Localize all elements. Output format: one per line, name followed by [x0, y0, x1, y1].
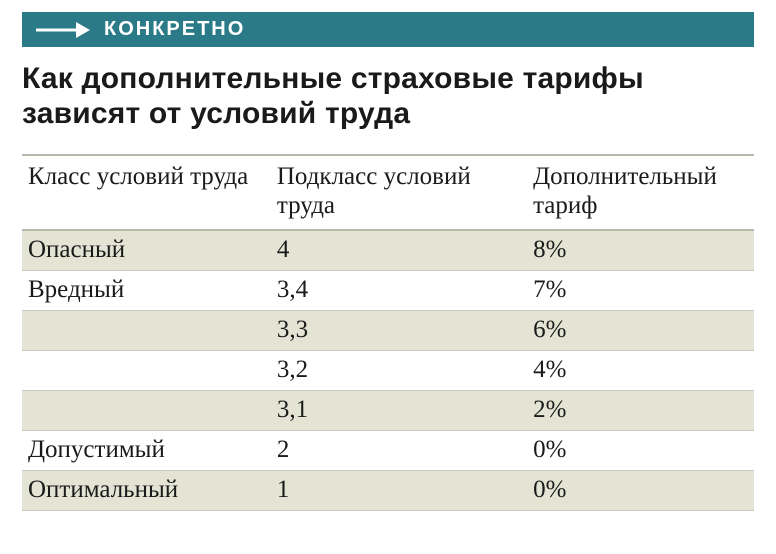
table-row: Вредный3,47% [22, 270, 754, 310]
table-row: Опасный48% [22, 230, 754, 271]
table-cell: 3,2 [271, 350, 527, 390]
tariff-table: Класс условий труда Подкласс условий тру… [22, 154, 754, 511]
table-cell: Опасный [22, 230, 271, 271]
page-title: Как дополнительные страховые тарифы зави… [22, 61, 754, 132]
col-header-tariff: Дополнительный тариф [527, 155, 754, 230]
arrow-right-icon [36, 21, 90, 39]
table-row: 3,24% [22, 350, 754, 390]
table-row: Оптимальный10% [22, 470, 754, 510]
table-header-row: Класс условий труда Подкласс условий тру… [22, 155, 754, 230]
table-cell: 3,4 [271, 270, 527, 310]
table-cell [22, 350, 271, 390]
col-header-class: Класс условий труда [22, 155, 271, 230]
table-cell: 6% [527, 310, 754, 350]
table-cell: 3,1 [271, 390, 527, 430]
table-cell: 2 [271, 430, 527, 470]
table-row: 3,36% [22, 310, 754, 350]
table-row: 3,12% [22, 390, 754, 430]
col-header-subclass: Подкласс условий труда [271, 155, 527, 230]
table-row: Допустимый20% [22, 430, 754, 470]
table-cell [22, 310, 271, 350]
table-cell: 0% [527, 430, 754, 470]
table-cell: 4% [527, 350, 754, 390]
table-cell: Вредный [22, 270, 271, 310]
table-cell: 2% [527, 390, 754, 430]
page-container: КОНКРЕТНО Как дополнительные страховые т… [0, 0, 776, 511]
table-cell: 4 [271, 230, 527, 271]
table-cell: Оптимальный [22, 470, 271, 510]
table-cell: 8% [527, 230, 754, 271]
table-cell: Допустимый [22, 430, 271, 470]
table-cell: 0% [527, 470, 754, 510]
table-cell [22, 390, 271, 430]
table-cell: 1 [271, 470, 527, 510]
table-cell: 3,3 [271, 310, 527, 350]
banner-label: КОНКРЕТНО [104, 18, 245, 41]
section-banner: КОНКРЕТНО [22, 12, 754, 47]
table-cell: 7% [527, 270, 754, 310]
